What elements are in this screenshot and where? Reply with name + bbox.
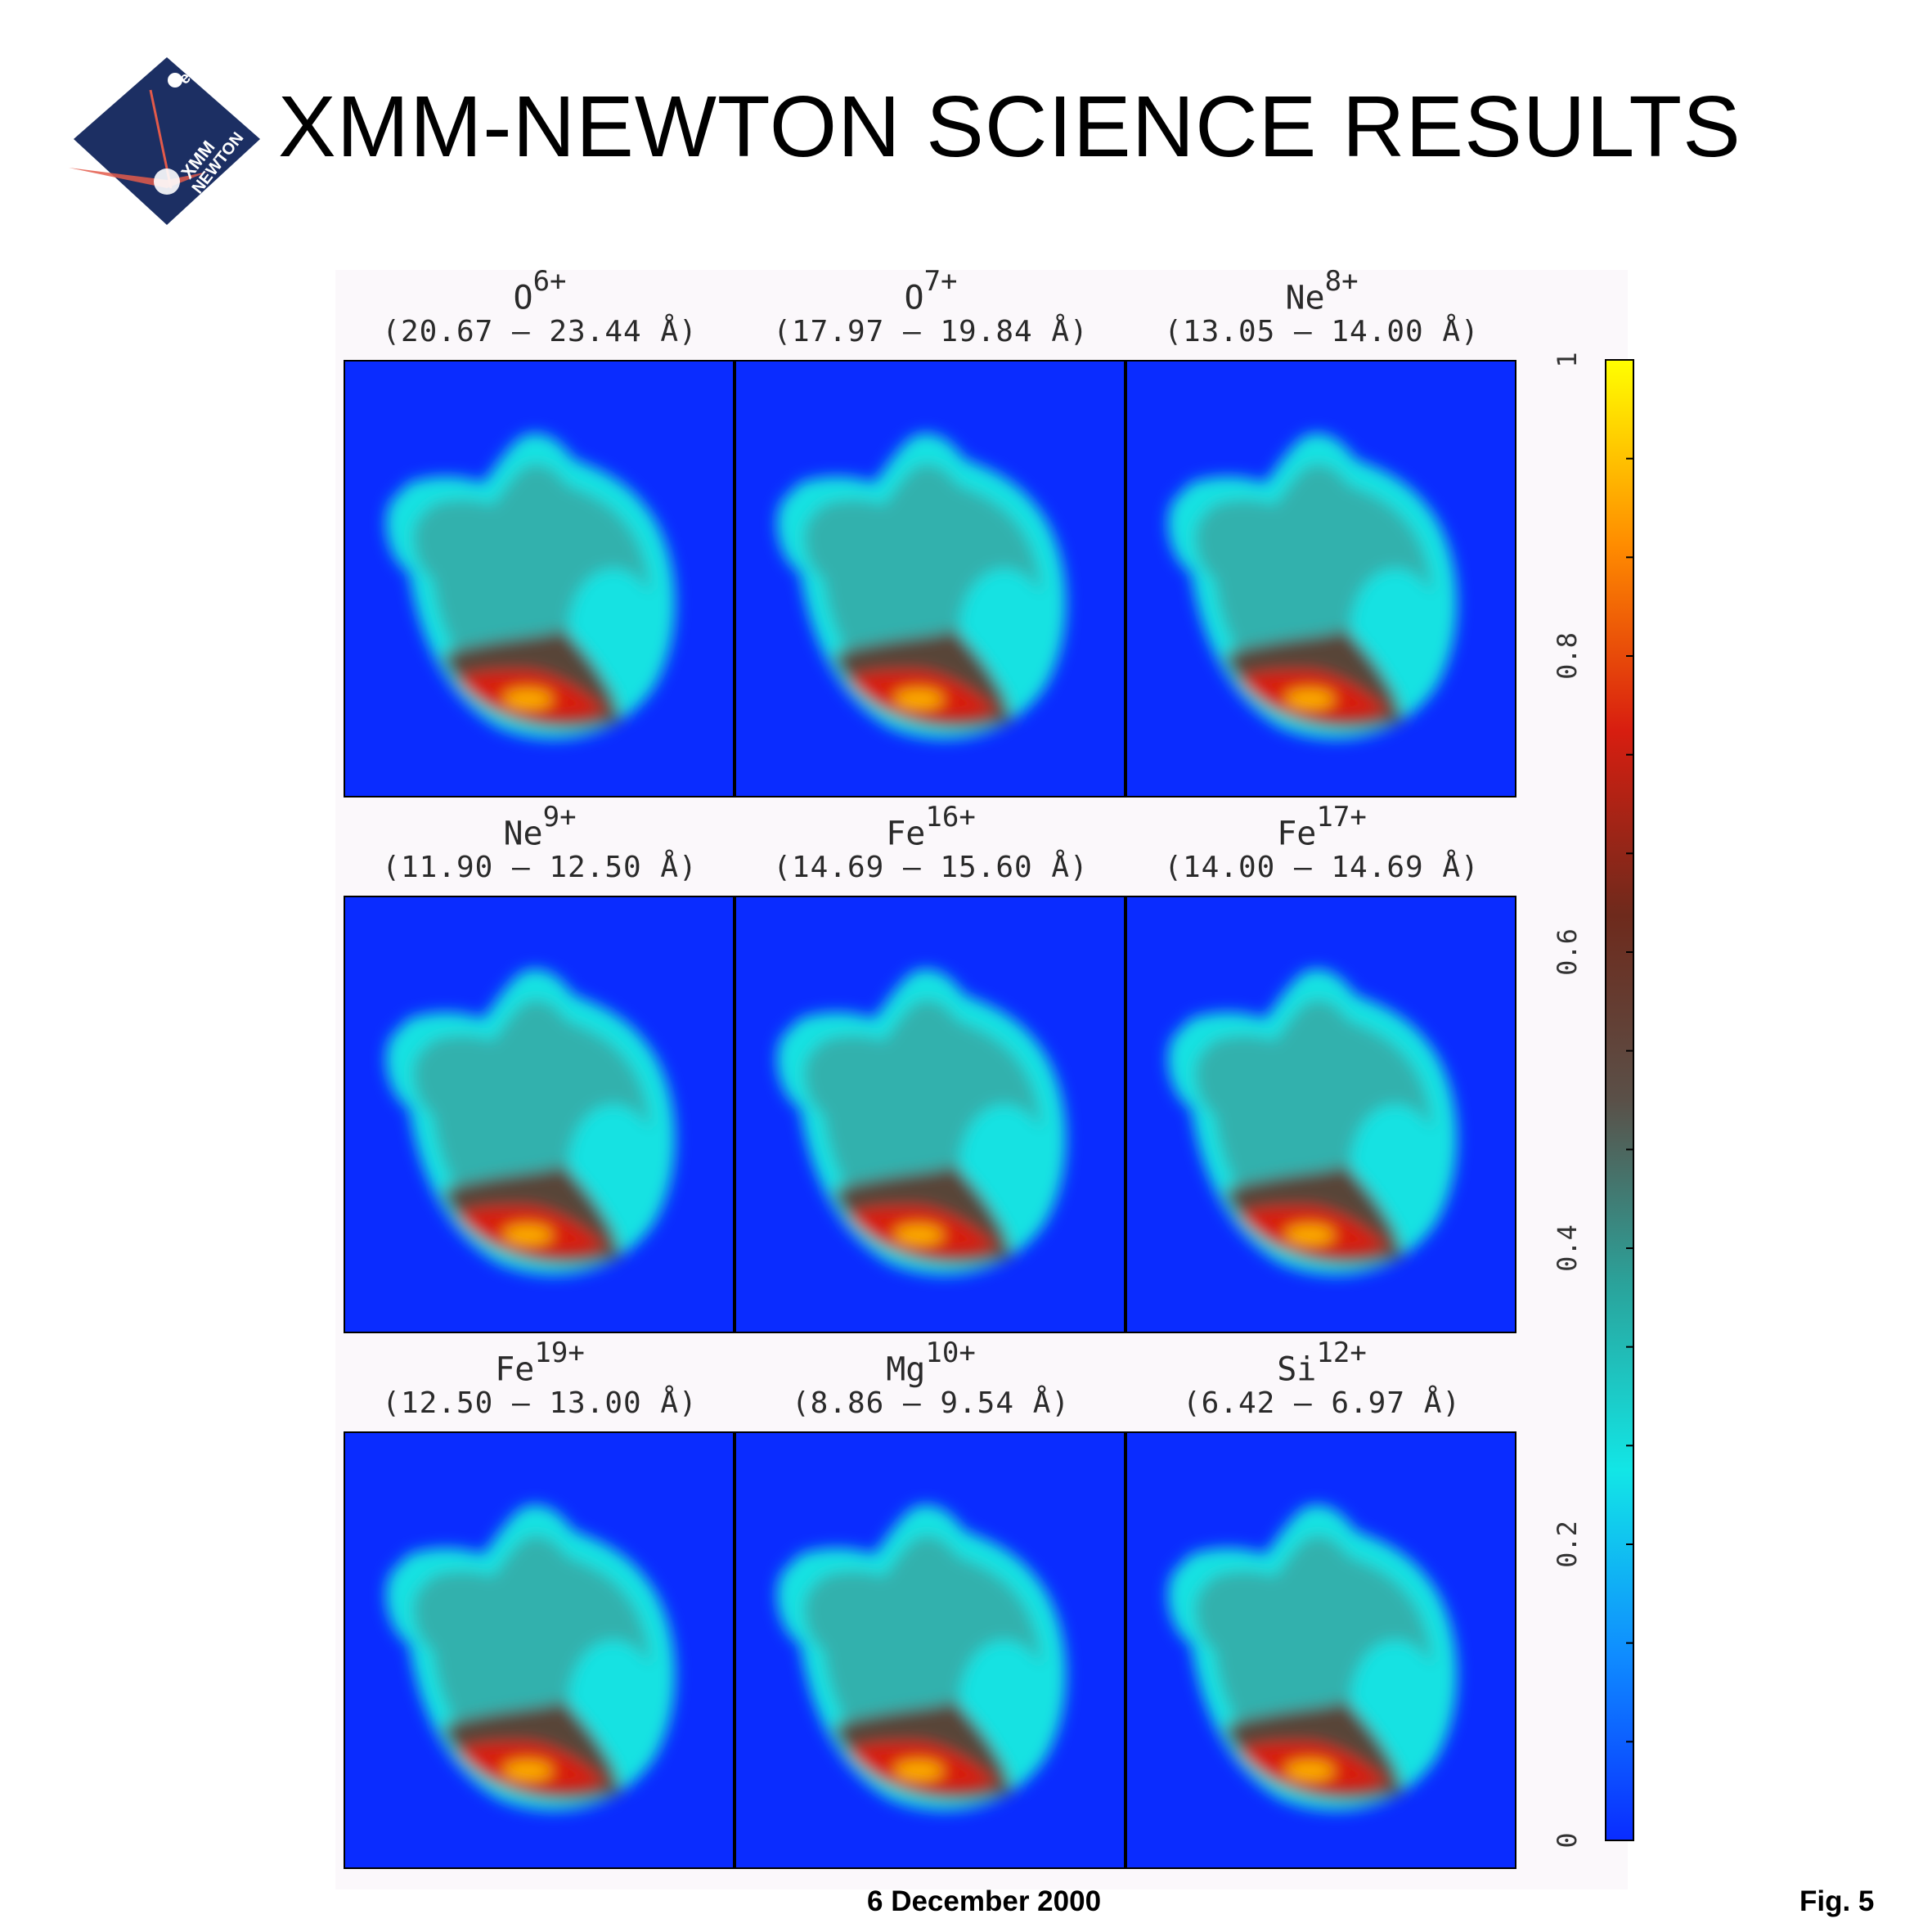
panel-ion-symbol: Ne (1285, 279, 1325, 317)
panel-ion: Fe16+ (735, 801, 1127, 853)
panel-ion-charge: 9+ (542, 801, 577, 833)
colorbar-tick-label: 0.4 (1552, 1224, 1583, 1272)
panel-ion: Ne8+ (1126, 265, 1518, 317)
map-frame (1126, 360, 1516, 798)
panel-ion-charge: 10+ (925, 1337, 976, 1369)
spectral-map-image (344, 360, 735, 798)
panel-ion-symbol: Mg (886, 1350, 926, 1389)
logo-diamond (74, 57, 260, 225)
panel-ion: Fe19+ (344, 1337, 736, 1389)
panel-ion-charge: 7+ (923, 265, 958, 298)
panel-label: Mg10+ (8.86 – 9.54 Å) (735, 1337, 1127, 1422)
panel-ion-charge: 16+ (925, 801, 976, 833)
panel-ion: Ne9+ (344, 801, 736, 853)
panel-wavelength-range: (11.90 – 12.50 Å) (382, 851, 698, 884)
panel-ion-charge: 6+ (532, 265, 567, 298)
colorbar-tick-label: 0.6 (1552, 928, 1583, 976)
panel-ion: O6+ (344, 265, 736, 317)
panel-wavelength-range: (14.00 – 14.69 Å) (1164, 851, 1480, 884)
publication-date: 6 December 2000 (867, 1885, 1102, 1917)
panel-ion-symbol: Fe (886, 815, 926, 853)
spectral-map-image (1126, 360, 1516, 798)
panel-wavelength-range: (8.86 – 9.54 Å) (791, 1386, 1071, 1420)
map-frame (735, 360, 1126, 798)
colorbar: 0 0.2 0.4 0.6 0.8 1 (1552, 352, 1634, 1849)
colorbar-tick-label: 0.2 (1552, 1521, 1583, 1568)
figure-number: Fig. 5 (1799, 1885, 1875, 1917)
spectral-map-image (344, 1431, 735, 1869)
panel-label: Ne8+ (13.05 – 14.00 Å) (1126, 265, 1518, 350)
map-frame (344, 896, 735, 1333)
panel-ion-charge: 17+ (1316, 801, 1367, 833)
panel-label: Fe19+ (12.50 – 13.00 Å) (344, 1337, 736, 1422)
colorbar-gradient (1605, 359, 1634, 1841)
figure-panel: O6+ (20.67 – 23.44 Å) O7+ (17.97 – 19.84 Å)… (335, 265, 1634, 1889)
panel-ion-symbol: O (513, 279, 533, 317)
panel-ion-symbol: Fe (1277, 815, 1317, 853)
panel-wavelength-range: (20.67 – 23.44 Å) (382, 315, 698, 348)
map-frame (1126, 896, 1516, 1333)
page-title: XMM-NEWTON SCIENCE RESULTS (278, 79, 1741, 175)
spectral-map-image (735, 896, 1126, 1333)
map-frame (344, 1431, 735, 1869)
map-frame (1126, 1431, 1516, 1869)
panel-label: Fe17+ (14.00 – 14.69 Å) (1126, 801, 1518, 886)
spectral-map-image (735, 360, 1126, 798)
panel-ion: Si12+ (1126, 1337, 1518, 1389)
panel-ion-symbol: Si (1277, 1350, 1317, 1389)
xmm-newton-logo: esa XMM NEWTON (69, 57, 260, 225)
spectral-map-image (735, 1431, 1126, 1869)
spectral-map-image (344, 896, 735, 1333)
panel-label: Ne9+ (11.90 – 12.50 Å) (344, 801, 736, 886)
panel-wavelength-range: (12.50 – 13.00 Å) (382, 1386, 698, 1420)
panel-wavelength-range: (14.69 – 15.60 Å) (773, 851, 1089, 884)
panel-label: Si12+ (6.42 – 6.97 Å) (1126, 1337, 1518, 1422)
spectral-map-image (1126, 1431, 1516, 1869)
panel-label: Fe16+ (14.69 – 15.60 Å) (735, 801, 1127, 886)
panel-label: O6+ (20.67 – 23.44 Å) (344, 265, 736, 350)
panel-wavelength-range: (13.05 – 14.00 Å) (1164, 315, 1480, 348)
colorbar-tick-label: 0 (1552, 1832, 1583, 1848)
panel-wavelength-range: (6.42 – 6.97 Å) (1182, 1386, 1462, 1420)
panel-ion-charge: 8+ (1324, 265, 1359, 298)
spectral-map-image (1126, 896, 1516, 1333)
map-frame (344, 360, 735, 798)
panel-label: O7+ (17.97 – 19.84 Å) (735, 265, 1127, 350)
colorbar-tick-label: 0.8 (1552, 632, 1583, 680)
panel-ion-symbol: Ne (503, 815, 543, 853)
panel-ion-charge: 12+ (1316, 1337, 1367, 1369)
colorbar-tick-label: 1 (1552, 352, 1583, 367)
panel-ion: O7+ (735, 265, 1127, 317)
panel-ion: Fe17+ (1126, 801, 1518, 853)
logo-star-icon (154, 168, 180, 195)
panel-ion-symbol: O (904, 279, 924, 317)
panel-wavelength-range: (17.97 – 19.84 Å) (773, 315, 1089, 348)
panel-ion: Mg10+ (735, 1337, 1127, 1389)
map-frame (735, 1431, 1126, 1869)
map-frame (735, 896, 1126, 1333)
panel-ion-charge: 19+ (534, 1337, 585, 1369)
panel-ion-symbol: Fe (495, 1350, 535, 1389)
